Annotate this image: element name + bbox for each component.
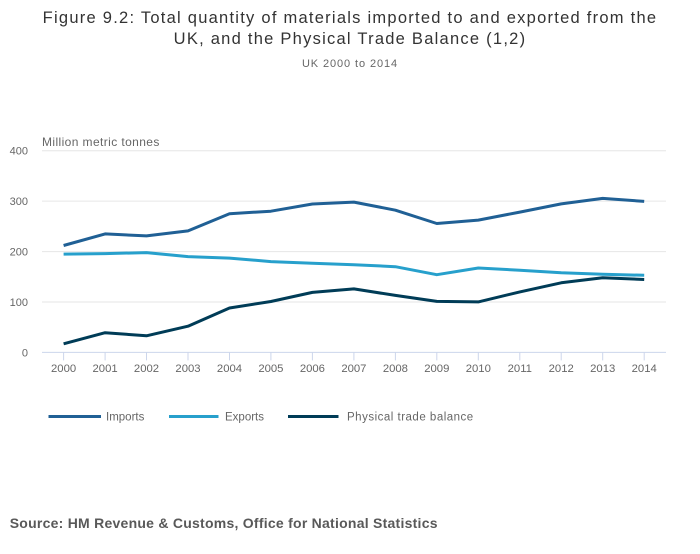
svg-text:2007: 2007: [341, 363, 366, 375]
svg-text:2012: 2012: [549, 363, 574, 375]
svg-text:Source: HM Revenue & Customs,: Source: HM Revenue & Customs, Office for…: [10, 515, 438, 531]
svg-text:Imports: Imports: [106, 411, 145, 423]
svg-text:UK 2000 to 2014: UK 2000 to 2014: [302, 58, 398, 70]
svg-text:Million metric tonnes: Million metric tonnes: [42, 135, 160, 149]
svg-text:2006: 2006: [300, 363, 325, 375]
svg-text:200: 200: [10, 247, 28, 259]
svg-text:UK, and the Physical Trade Bal: UK, and the Physical Trade Balance (1,2): [174, 30, 527, 48]
svg-text:300: 300: [10, 196, 28, 208]
svg-text:2005: 2005: [258, 363, 283, 375]
svg-text:400: 400: [10, 146, 28, 158]
svg-text:2000: 2000: [51, 363, 76, 375]
svg-text:2003: 2003: [175, 363, 200, 375]
svg-text:2014: 2014: [632, 363, 657, 375]
svg-text:2008: 2008: [383, 363, 408, 375]
svg-text:2011: 2011: [508, 363, 532, 375]
svg-text:Physical trade balance: Physical trade balance: [347, 411, 474, 423]
svg-text:Exports: Exports: [225, 411, 264, 423]
svg-text:2010: 2010: [466, 363, 491, 375]
svg-text:0: 0: [22, 347, 28, 359]
svg-text:2013: 2013: [590, 363, 615, 375]
svg-text:2001: 2001: [93, 363, 118, 375]
svg-text:2004: 2004: [217, 363, 242, 375]
svg-text:100: 100: [10, 297, 28, 309]
svg-text:Figure 9.2: Total quantity of: Figure 9.2: Total quantity of materials …: [43, 9, 658, 27]
svg-text:2002: 2002: [134, 363, 159, 375]
svg-text:2009: 2009: [424, 363, 449, 375]
